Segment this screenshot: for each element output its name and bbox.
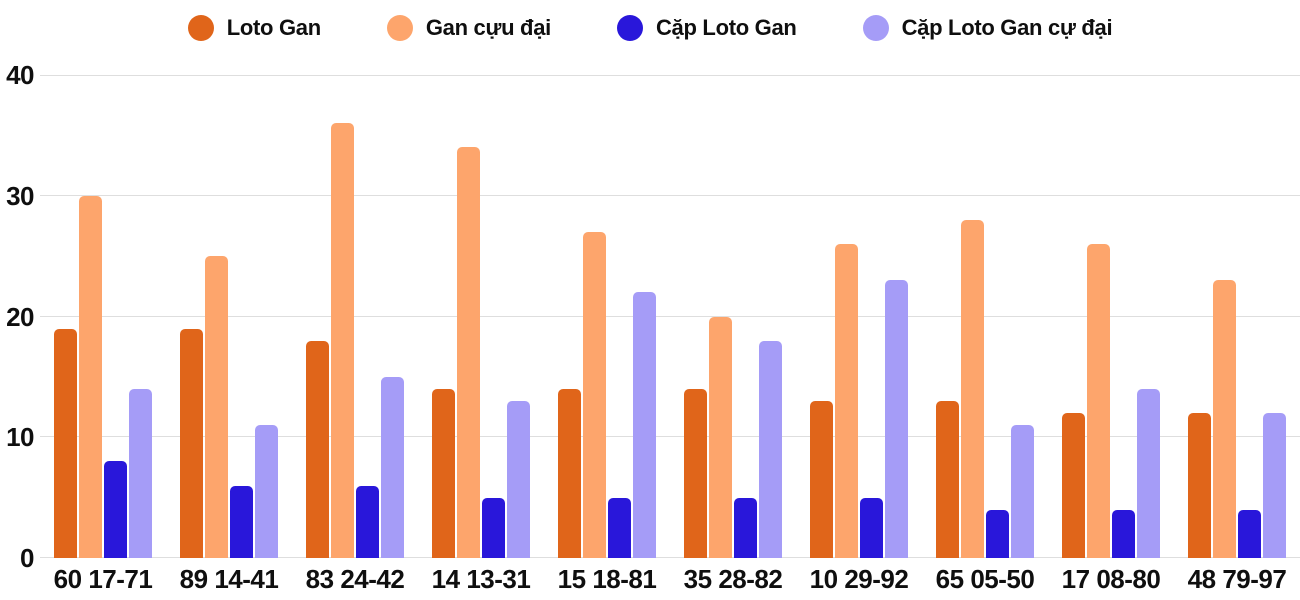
x-label-9: 17 08-80 [1061,564,1161,594]
bar-gan-cuu-dai-4[interactable] [457,147,480,558]
bar-cap-loto-gan-2[interactable] [230,485,253,558]
bar-loto-gan-1[interactable] [54,328,77,558]
legend-item-cap-loto-gan[interactable]: Cặp Loto Gan [616,15,797,41]
legend-dot-gan-cuu-dai [386,15,413,41]
bar-cap-loto-gan-9[interactable] [1112,509,1135,558]
bar-group-1 [40,75,166,558]
legend-dot-cap-loto-gan [616,15,643,41]
x-label-7: 10 29-92 [809,564,909,594]
bar-group-10 [1174,75,1300,558]
bar-groups [40,75,1300,558]
bar-cap-loto-gan-5[interactable] [608,497,631,558]
bar-cap-loto-gan-3[interactable] [356,485,379,558]
x-label-3: 83 24-42 [305,564,405,594]
bar-gan-cuu-dai-6[interactable] [709,316,732,558]
x-label-6: 35 28-82 [683,564,783,594]
gridline-40 [40,75,1300,76]
legend-label-cap-loto-gan: Cặp Loto Gan [655,15,797,40]
bar-loto-gan-9[interactable] [1062,413,1085,558]
bar-group-3 [292,75,418,558]
bar-loto-gan-2[interactable] [180,328,203,558]
legend-item-loto-gan[interactable]: Loto Gan [187,15,321,41]
bar-group-7 [796,75,922,558]
legend-label-loto-gan: Loto Gan [226,15,321,40]
bar-group-8 [922,75,1048,558]
bar-gan-cuu-dai-10[interactable] [1213,280,1236,558]
y-tick-10: 10 [6,422,34,453]
y-tick-20: 20 [6,301,34,332]
x-label-2: 89 14-41 [179,564,279,594]
y-tick-30: 30 [6,180,34,211]
bar-cap-loto-gan-cu-dai-5[interactable] [633,292,656,558]
bar-cap-loto-gan-4[interactable] [482,497,505,558]
bar-gan-cuu-dai-2[interactable] [205,256,228,558]
legend-label-gan-cuu-dai: Gan cựu đại [425,15,551,40]
plot-area [40,75,1300,558]
chart-legend: Loto Gan Gan cựu đại Cặp Loto Gan Cặp Loto … [0,8,1300,48]
bar-gan-cuu-dai-8[interactable] [961,219,984,558]
bar-gan-cuu-dai-7[interactable] [835,244,858,558]
x-label-1: 60 17-71 [53,564,153,594]
bar-cap-loto-gan-cu-dai-9[interactable] [1137,388,1160,558]
legend-dot-loto-gan [187,15,214,41]
bar-cap-loto-gan-cu-dai-2[interactable] [255,425,278,558]
gridline-0 [40,557,1300,558]
bar-gan-cuu-dai-5[interactable] [583,231,606,558]
x-label-5: 15 18-81 [557,564,657,594]
legend-item-cap-loto-gan-cu-dai[interactable]: Cặp Loto Gan cự đại [862,15,1113,41]
gridline-10 [40,436,1300,438]
bar-loto-gan-6[interactable] [684,388,707,558]
gridline-20 [40,315,1300,317]
y-axis: 40 30 20 10 0 [0,0,36,600]
bar-cap-loto-gan-cu-dai-3[interactable] [381,376,404,558]
x-label-4: 14 13-31 [431,564,531,594]
y-tick-0: 0 [20,543,34,573]
bar-loto-gan-7[interactable] [810,401,833,558]
bar-group-6 [670,75,796,558]
bar-group-2 [166,75,292,558]
x-label-10: 48 79-97 [1187,564,1287,594]
bar-gan-cuu-dai-9[interactable] [1087,244,1110,558]
y-tick-40: 40 [6,60,34,90]
bar-cap-loto-gan-6[interactable] [734,497,757,558]
bar-loto-gan-10[interactable] [1188,413,1211,558]
bar-cap-loto-gan-cu-dai-7[interactable] [885,280,908,558]
bar-group-4 [418,75,544,558]
bar-cap-loto-gan-7[interactable] [860,497,883,558]
bar-cap-loto-gan-1[interactable] [104,461,127,558]
x-label-8: 65 05-50 [935,564,1035,594]
bar-gan-cuu-dai-1[interactable] [79,195,102,558]
bar-loto-gan-4[interactable] [432,388,455,558]
bar-group-5 [544,75,670,558]
bar-cap-loto-gan-cu-dai-10[interactable] [1263,413,1286,558]
bar-cap-loto-gan-cu-dai-4[interactable] [507,401,530,558]
gridline-30 [40,194,1300,196]
bar-loto-gan-8[interactable] [936,401,959,558]
bar-cap-loto-gan-cu-dai-6[interactable] [759,340,782,558]
x-axis: 60 17-71 89 14-41 83 24-42 14 13-31 15 18-81… [40,564,1300,598]
bar-loto-gan-5[interactable] [558,388,581,558]
bar-cap-loto-gan-cu-dai-1[interactable] [129,388,152,558]
legend-item-gan-cuu-dai[interactable]: Gan cựu đại [386,15,551,41]
bar-cap-loto-gan-cu-dai-8[interactable] [1011,425,1034,558]
bar-loto-gan-3[interactable] [306,340,329,558]
bar-group-9 [1048,75,1174,558]
bar-gan-cuu-dai-3[interactable] [331,123,354,558]
bar-cap-loto-gan-8[interactable] [986,509,1009,558]
legend-dot-cap-loto-gan-cu-dai [862,15,889,41]
bar-cap-loto-gan-10[interactable] [1238,509,1261,558]
legend-label-cap-loto-gan-cu-dai: Cặp Loto Gan cự đại [901,15,1113,40]
